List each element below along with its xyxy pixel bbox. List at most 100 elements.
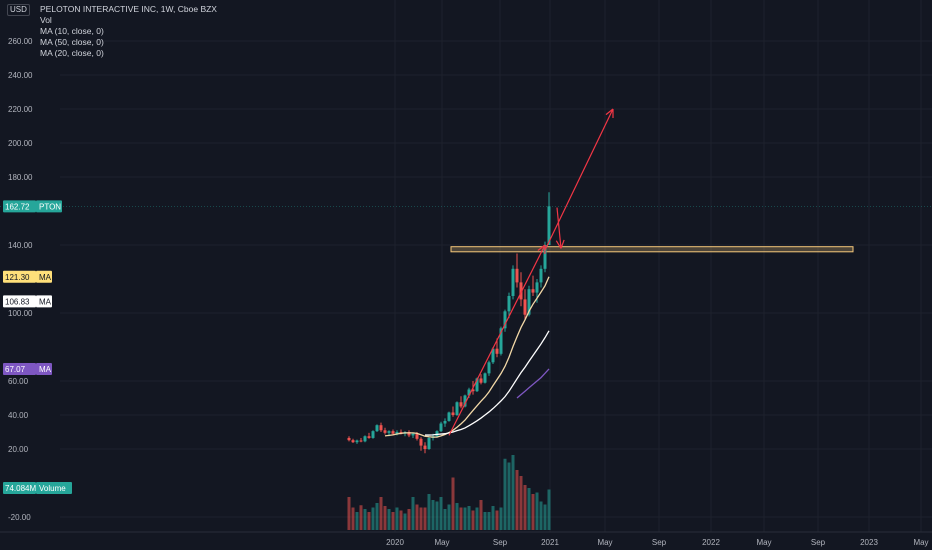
volume-bar [491, 506, 495, 530]
indicator-ma20[interactable]: MA (20, close, 0) [40, 48, 104, 58]
volume-bar [515, 470, 519, 530]
legend: PELOTON INTERACTIVE INC, 1W, Cboe BZX Vo… [40, 4, 217, 59]
volume-bar [523, 485, 527, 530]
volume-bar [507, 462, 511, 530]
volume-bar [527, 488, 531, 530]
volume-bar [503, 458, 507, 530]
volume-bar [475, 507, 479, 530]
candle-body [547, 206, 551, 245]
volume-bar [447, 504, 451, 530]
volume-bar [383, 506, 387, 530]
x-tick-label: Sep [652, 538, 667, 547]
badge-value: 67.07 [5, 365, 26, 374]
candle-body [495, 348, 499, 354]
candle-body [487, 362, 491, 374]
candle-body [419, 438, 423, 446]
volume-bar [407, 509, 411, 530]
badge-value: 121.30 [5, 273, 30, 282]
badge-value: 74.084M [5, 484, 36, 493]
volume-bar [411, 497, 415, 530]
candle-body [363, 436, 367, 442]
grid [60, 0, 932, 532]
y-tick-label: 180.00 [8, 173, 33, 182]
candle-body [407, 432, 411, 436]
drawn-arrows[interactable] [448, 108, 614, 436]
currency-badge[interactable]: USD [7, 4, 30, 16]
x-tick-label: Sep [811, 538, 826, 547]
volume-bar [395, 507, 399, 530]
arrow-line [544, 108, 614, 251]
indicator-vol[interactable]: Vol [40, 15, 52, 25]
candle-body [467, 389, 471, 396]
volume-bar [351, 507, 355, 530]
candle-body [391, 431, 395, 434]
candle-body [395, 432, 399, 434]
symbol-title[interactable]: PELOTON INTERACTIVE INC, 1W, Cboe BZX [40, 4, 217, 14]
candle-body [503, 311, 507, 329]
volume-bar [347, 497, 351, 530]
x-tick-label: Sep [493, 538, 508, 547]
candle-body [535, 282, 539, 293]
badge-label-bg [36, 295, 52, 308]
candle-body [455, 402, 459, 415]
candle-body [447, 412, 451, 421]
volume-bar [499, 507, 503, 530]
candle-body [523, 299, 527, 315]
candle-body [347, 437, 351, 441]
volume-bar [427, 494, 431, 530]
zone-rect [450, 246, 854, 253]
y-tick-label: -20.00 [8, 513, 31, 522]
badge-label-bg [36, 362, 52, 375]
volume-bar [391, 512, 395, 530]
candle-body [479, 378, 483, 383]
indicator-ma50[interactable]: MA (50, close, 0) [40, 37, 104, 47]
volume-bar [547, 489, 551, 530]
volume-bar [399, 510, 403, 530]
indicator-ma10[interactable]: MA (10, close, 0) [40, 26, 104, 36]
x-tick-label: May [913, 538, 928, 547]
volume-bar [379, 497, 383, 530]
arrow-head [537, 244, 546, 251]
arrow-head [560, 239, 565, 249]
badge-label-bg [36, 200, 62, 213]
x-axis: 2020 May Sep 2021 May Sep 2022 May Sep 2023 May [0, 531, 932, 547]
y-tick-label: 100.00 [8, 309, 33, 318]
axis-badge: 67.07 MA [3, 362, 52, 375]
candle-body [511, 268, 515, 296]
volume-bar [483, 512, 487, 530]
badge-value: 106.83 [5, 297, 30, 306]
axis-badge: 106.83 MA [3, 295, 52, 308]
volume-bar [471, 510, 475, 530]
candle-body [443, 420, 447, 424]
x-tick-label: May [756, 538, 771, 547]
ma50-line [516, 368, 550, 399]
badge-label: MA [39, 273, 52, 282]
candle-body [499, 328, 503, 354]
volume-bar [403, 513, 407, 530]
candle-body [527, 289, 531, 315]
badge-label: PTON [39, 202, 61, 211]
volume-bar [431, 500, 435, 530]
volume-bar [367, 512, 371, 530]
volume-bar [463, 507, 467, 530]
candle-body [463, 395, 467, 407]
volume-bar [443, 509, 447, 530]
x-tick-label: May [597, 538, 612, 547]
candle-body [359, 440, 363, 442]
candle-body [355, 440, 359, 443]
candle-body [371, 431, 375, 438]
candle-body [491, 348, 495, 363]
axis-badge: 74.084M Volume [3, 482, 72, 494]
axis-badge: 121.30 MA [3, 270, 52, 283]
candle-body [387, 431, 391, 433]
candle-body [539, 268, 543, 283]
volume-bar [495, 510, 499, 530]
badge-label-bg [36, 482, 72, 494]
y-tick-label: 140.00 [8, 241, 33, 250]
resistance-zone[interactable] [450, 246, 854, 253]
x-tick-label: 2022 [702, 538, 720, 547]
candle-body [475, 378, 479, 392]
candles [347, 192, 551, 454]
